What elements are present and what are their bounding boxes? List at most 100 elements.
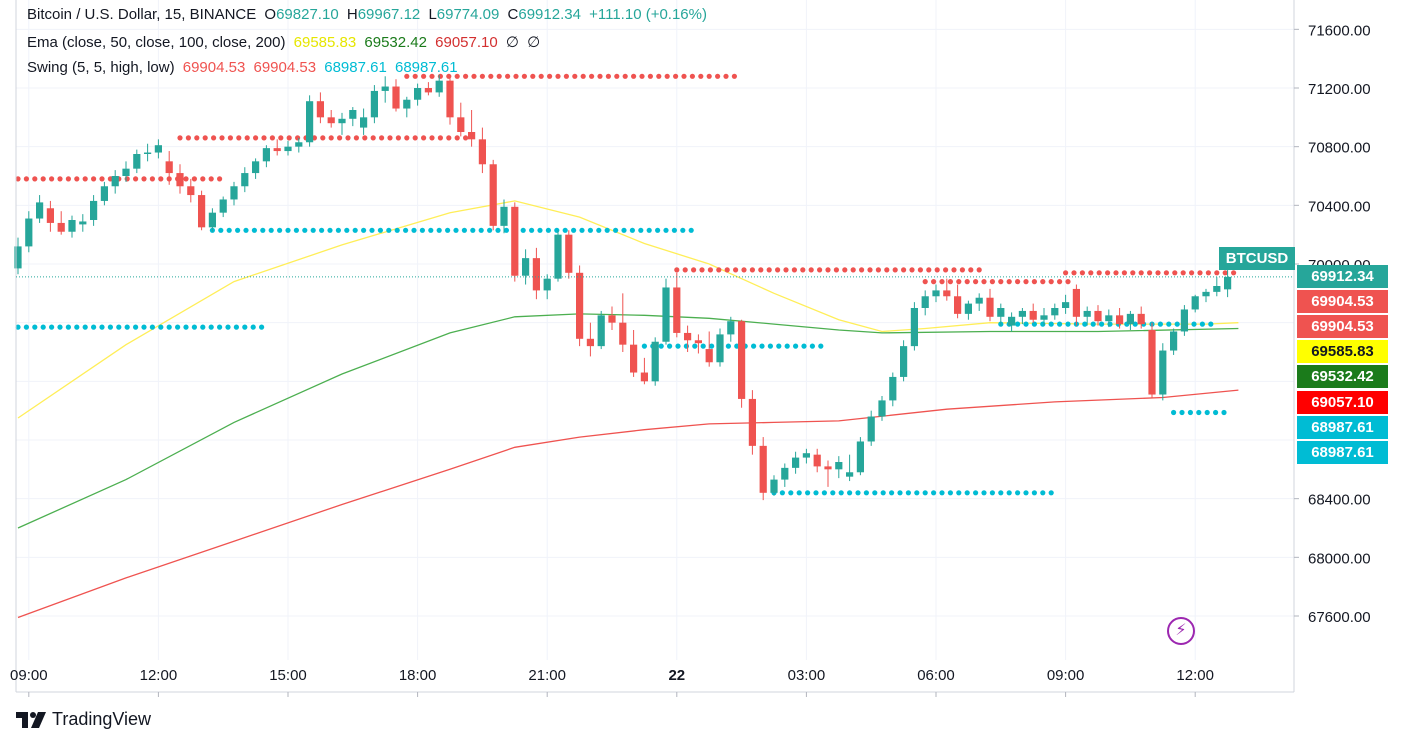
swing-low-dot <box>217 324 223 330</box>
candle-up <box>1213 286 1221 292</box>
swing-low-dot <box>700 343 706 349</box>
swing-high-dot <box>1096 270 1102 276</box>
x-tick-label: 21:00 <box>528 667 566 684</box>
swing-low-dot <box>1031 490 1037 496</box>
swing-high-dot <box>202 135 208 141</box>
swing-low-dot <box>914 490 920 496</box>
swing-low-dot <box>419 227 425 233</box>
swing-high-dot <box>1155 270 1161 276</box>
candle-up <box>597 315 605 347</box>
candle-down <box>943 290 951 297</box>
swing-low-dot <box>638 227 644 233</box>
candle-up <box>14 246 22 269</box>
ohlc-open-label: O <box>264 6 277 23</box>
candle-up <box>1062 302 1070 308</box>
swing-high-dot <box>555 73 561 79</box>
swing-low-dot <box>403 227 409 233</box>
swing-high-dot <box>715 73 721 79</box>
swing-low-dot <box>1213 409 1219 416</box>
swing-low-dot <box>495 227 501 233</box>
swing-high-dot <box>1130 270 1136 276</box>
swing-low-dot <box>411 227 417 233</box>
swing-low-dot <box>319 227 325 233</box>
swing-low-dot <box>956 490 962 496</box>
candle-down <box>954 296 962 314</box>
swing-low-dot <box>369 227 375 233</box>
swing-high-dot <box>689 73 696 79</box>
swing-low-dot <box>1179 409 1185 416</box>
swing-low-dot <box>1065 321 1071 327</box>
swing-high-dot <box>82 176 88 182</box>
swing-high-dot <box>57 176 63 182</box>
swing-low-dot <box>604 227 610 233</box>
swing-low-dot <box>759 343 765 349</box>
candle-down <box>1137 313 1145 325</box>
swing-low-dot <box>847 490 853 496</box>
swing-high-dot <box>1172 270 1178 276</box>
lightning-icon[interactable]: ⚡ <box>1167 617 1195 645</box>
swing-high-dot <box>345 135 351 141</box>
legend-ema-row[interactable]: Ema (close, 50, close, 100, close, 200) … <box>27 33 544 51</box>
swing-low-dot <box>293 227 299 233</box>
swing-low-dot <box>225 324 231 330</box>
swing-high-dot <box>219 135 225 141</box>
swing-high-dot <box>1121 270 1127 276</box>
swing-low-dot <box>554 227 560 233</box>
swing-low-dot <box>461 227 467 233</box>
candle-up <box>1191 296 1199 310</box>
swing-high-dot <box>211 135 217 141</box>
candle-up <box>435 80 443 93</box>
swing-low-dot <box>352 227 358 233</box>
swing-high-dot <box>471 73 477 79</box>
swing-high-dot <box>976 267 982 273</box>
swing-low-dot <box>386 227 392 233</box>
candle-down <box>392 86 400 109</box>
swing-low-dot <box>688 227 694 233</box>
swing-high-dot <box>647 73 654 79</box>
swing-high-dot <box>99 176 105 182</box>
candle-down <box>165 161 173 174</box>
swing-high-dot <box>74 176 80 182</box>
swing-high-dot <box>817 267 823 273</box>
swing-low-dot <box>805 490 811 496</box>
y-tick-label: 68000.00 <box>1308 550 1371 567</box>
swing-high-dot <box>1197 270 1203 276</box>
price-badge: 68987.61 <box>1297 415 1388 439</box>
swing-low-dot <box>1015 321 1021 327</box>
swing-high-dot <box>775 267 781 273</box>
candle-up <box>867 416 875 442</box>
ema-line <box>17 313 1239 529</box>
swing-low-dot <box>1187 409 1193 416</box>
swing-high-dot <box>437 135 443 141</box>
swing-high-dot <box>850 267 856 273</box>
swing-high-dot <box>825 267 831 273</box>
swing-high-dot <box>1180 270 1186 276</box>
candle-up <box>100 186 108 201</box>
swing-low-dot <box>788 490 794 496</box>
swing-low-dot <box>1099 321 1105 327</box>
swing-low-dot <box>1023 321 1029 327</box>
candle-up <box>1105 315 1113 322</box>
swing-low-dot <box>751 343 757 349</box>
candle-up <box>360 117 368 128</box>
swing-low-dot <box>947 490 954 496</box>
swing-low-dot <box>377 227 383 233</box>
candle-down <box>673 287 681 333</box>
candle-up <box>846 472 854 477</box>
swing-low-dot <box>149 324 155 330</box>
swing-low-dot <box>1040 321 1046 327</box>
swing-low-dot <box>133 324 139 330</box>
swing-high-dot <box>724 267 730 273</box>
tradingview-logo[interactable]: TradingView <box>16 709 151 730</box>
candle-up <box>716 334 724 363</box>
candle-down <box>738 321 746 399</box>
candle-down <box>1116 315 1124 325</box>
swing-indicator-label: Swing (5, 5, high, low) <box>27 59 175 76</box>
legend-swing-row[interactable]: Swing (5, 5, high, low) 69904.53 69904.5… <box>27 59 462 76</box>
swing-high-dot <box>286 135 292 141</box>
swing-high-dot <box>1063 270 1069 276</box>
swing-low-dot <box>226 227 232 233</box>
candle-down <box>824 466 832 470</box>
swing-high-dot <box>133 176 139 182</box>
